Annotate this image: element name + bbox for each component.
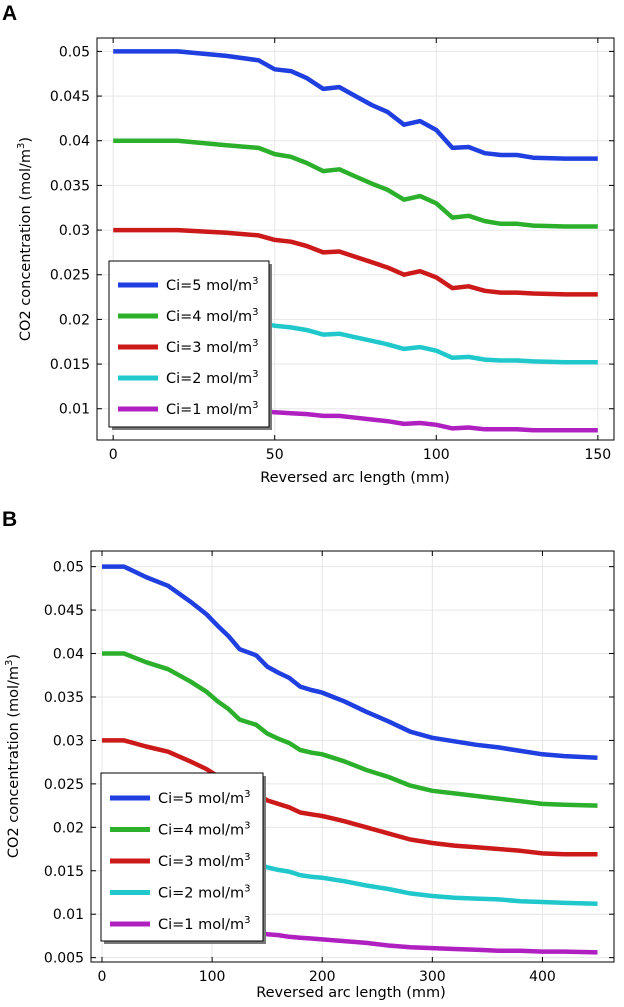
x-ticks-a: 0 50 100 150	[109, 38, 611, 463]
legend-a: Ci=5 mol/m3 Ci=4 mol/m3 Ci=3 mol/m3 Ci=2 mo…	[108, 260, 272, 430]
series-line-3	[113, 227, 598, 297]
y-tick-label: 0.045	[50, 89, 90, 105]
legend-b: Ci=5 mol/m3 Ci=4 mol/m3 Ci=3 mol/m3 Ci=2 mo…	[100, 772, 266, 944]
x-ticks-b: 0 100 200 300 400	[98, 551, 556, 985]
legend-entry: Ci=5 mol/m3	[166, 276, 259, 294]
chart-b: B 0.0050.010.0150.020.0250.030.0350.040.…	[2, 508, 615, 1001]
y-tick-label: 0.03	[59, 223, 90, 239]
x-tick-label: 200	[309, 969, 336, 985]
legend-box-b	[100, 772, 264, 942]
y-axis-label-a: CO2 concentration (mol/m3)	[16, 137, 34, 341]
y-tick-label: 0.005	[44, 951, 84, 967]
x-tick-label: 100	[423, 447, 450, 463]
legend-entry: Ci=3 mol/m3	[166, 338, 259, 356]
y-tick-label: 0.015	[44, 864, 84, 880]
x-tick-label: 0	[98, 969, 107, 985]
legend-entry: Ci=4 mol/m3	[158, 821, 251, 839]
y-tick-label: 0.02	[53, 820, 84, 836]
series-line-5	[113, 49, 598, 161]
series-line-3	[102, 738, 598, 857]
plot-frame-b	[90, 550, 615, 963]
y-tick-label: 0.025	[44, 777, 84, 793]
series-line-4	[102, 651, 598, 808]
y-tick-label: 0.045	[44, 603, 84, 619]
legend-entry: Ci=3 mol/m3	[158, 852, 251, 870]
x-axis-label-b: Reversed arc length (mm)	[256, 985, 446, 1001]
y-tick-label: 0.05	[59, 44, 90, 60]
y-ticks-b: 0.005 0.01 0.015 0.02 0.025 0.03 0.035 0.04 0.04…	[44, 560, 614, 967]
y-tick-label: 0.05	[53, 560, 84, 576]
y-axis-label-b: CO2 concentration (mol/m3)	[4, 654, 22, 858]
x-tick-label: 400	[529, 969, 556, 985]
legend-entry: Ci=5 mol/m3	[158, 789, 251, 807]
x-tick-label: 300	[419, 969, 446, 985]
y-tick-label: 0.01	[53, 907, 84, 923]
series-line-4	[113, 138, 598, 229]
y-tick-label: 0.04	[59, 134, 90, 150]
y-tick-label: 0.01	[59, 402, 90, 418]
x-tick-label: 100	[199, 969, 226, 985]
y-tick-label: 0.025	[50, 268, 90, 284]
y-ticks-a: 0.01 0.015 0.02 0.025 0.03 0.035 0.04 0.045 0.05	[50, 44, 614, 418]
chart-a: A 0.010.0150.020.0250.030.0350.040.0450.…	[2, 2, 615, 486]
legend-entry: Ci=2 mol/m3	[166, 369, 259, 387]
legend-entry: Ci=2 mol/m3	[158, 884, 251, 902]
panel-letter-a: A	[2, 2, 17, 25]
plot-frame-a	[96, 37, 615, 441]
y-tick-label: 0.035	[44, 690, 84, 706]
panel-letter-b: B	[2, 508, 17, 531]
legend-entry: Ci=1 mol/m3	[166, 400, 259, 418]
legend-entry: Ci=1 mol/m3	[158, 915, 251, 933]
legend-entry: Ci=4 mol/m3	[166, 307, 259, 325]
y-tick-label: 0.02	[59, 312, 90, 328]
y-tick-label: 0.035	[50, 178, 90, 194]
x-tick-label: 150	[584, 447, 611, 463]
series-line-5	[102, 564, 598, 761]
y-tick-label: 0.04	[53, 647, 84, 663]
y-tick-label: 0.03	[53, 733, 84, 749]
x-tick-label: 0	[109, 447, 118, 463]
legend-box-a	[108, 260, 270, 428]
x-axis-label-a: Reversed arc length (mm)	[260, 470, 450, 486]
y-tick-label: 0.015	[50, 357, 90, 373]
x-tick-label: 50	[266, 447, 284, 463]
